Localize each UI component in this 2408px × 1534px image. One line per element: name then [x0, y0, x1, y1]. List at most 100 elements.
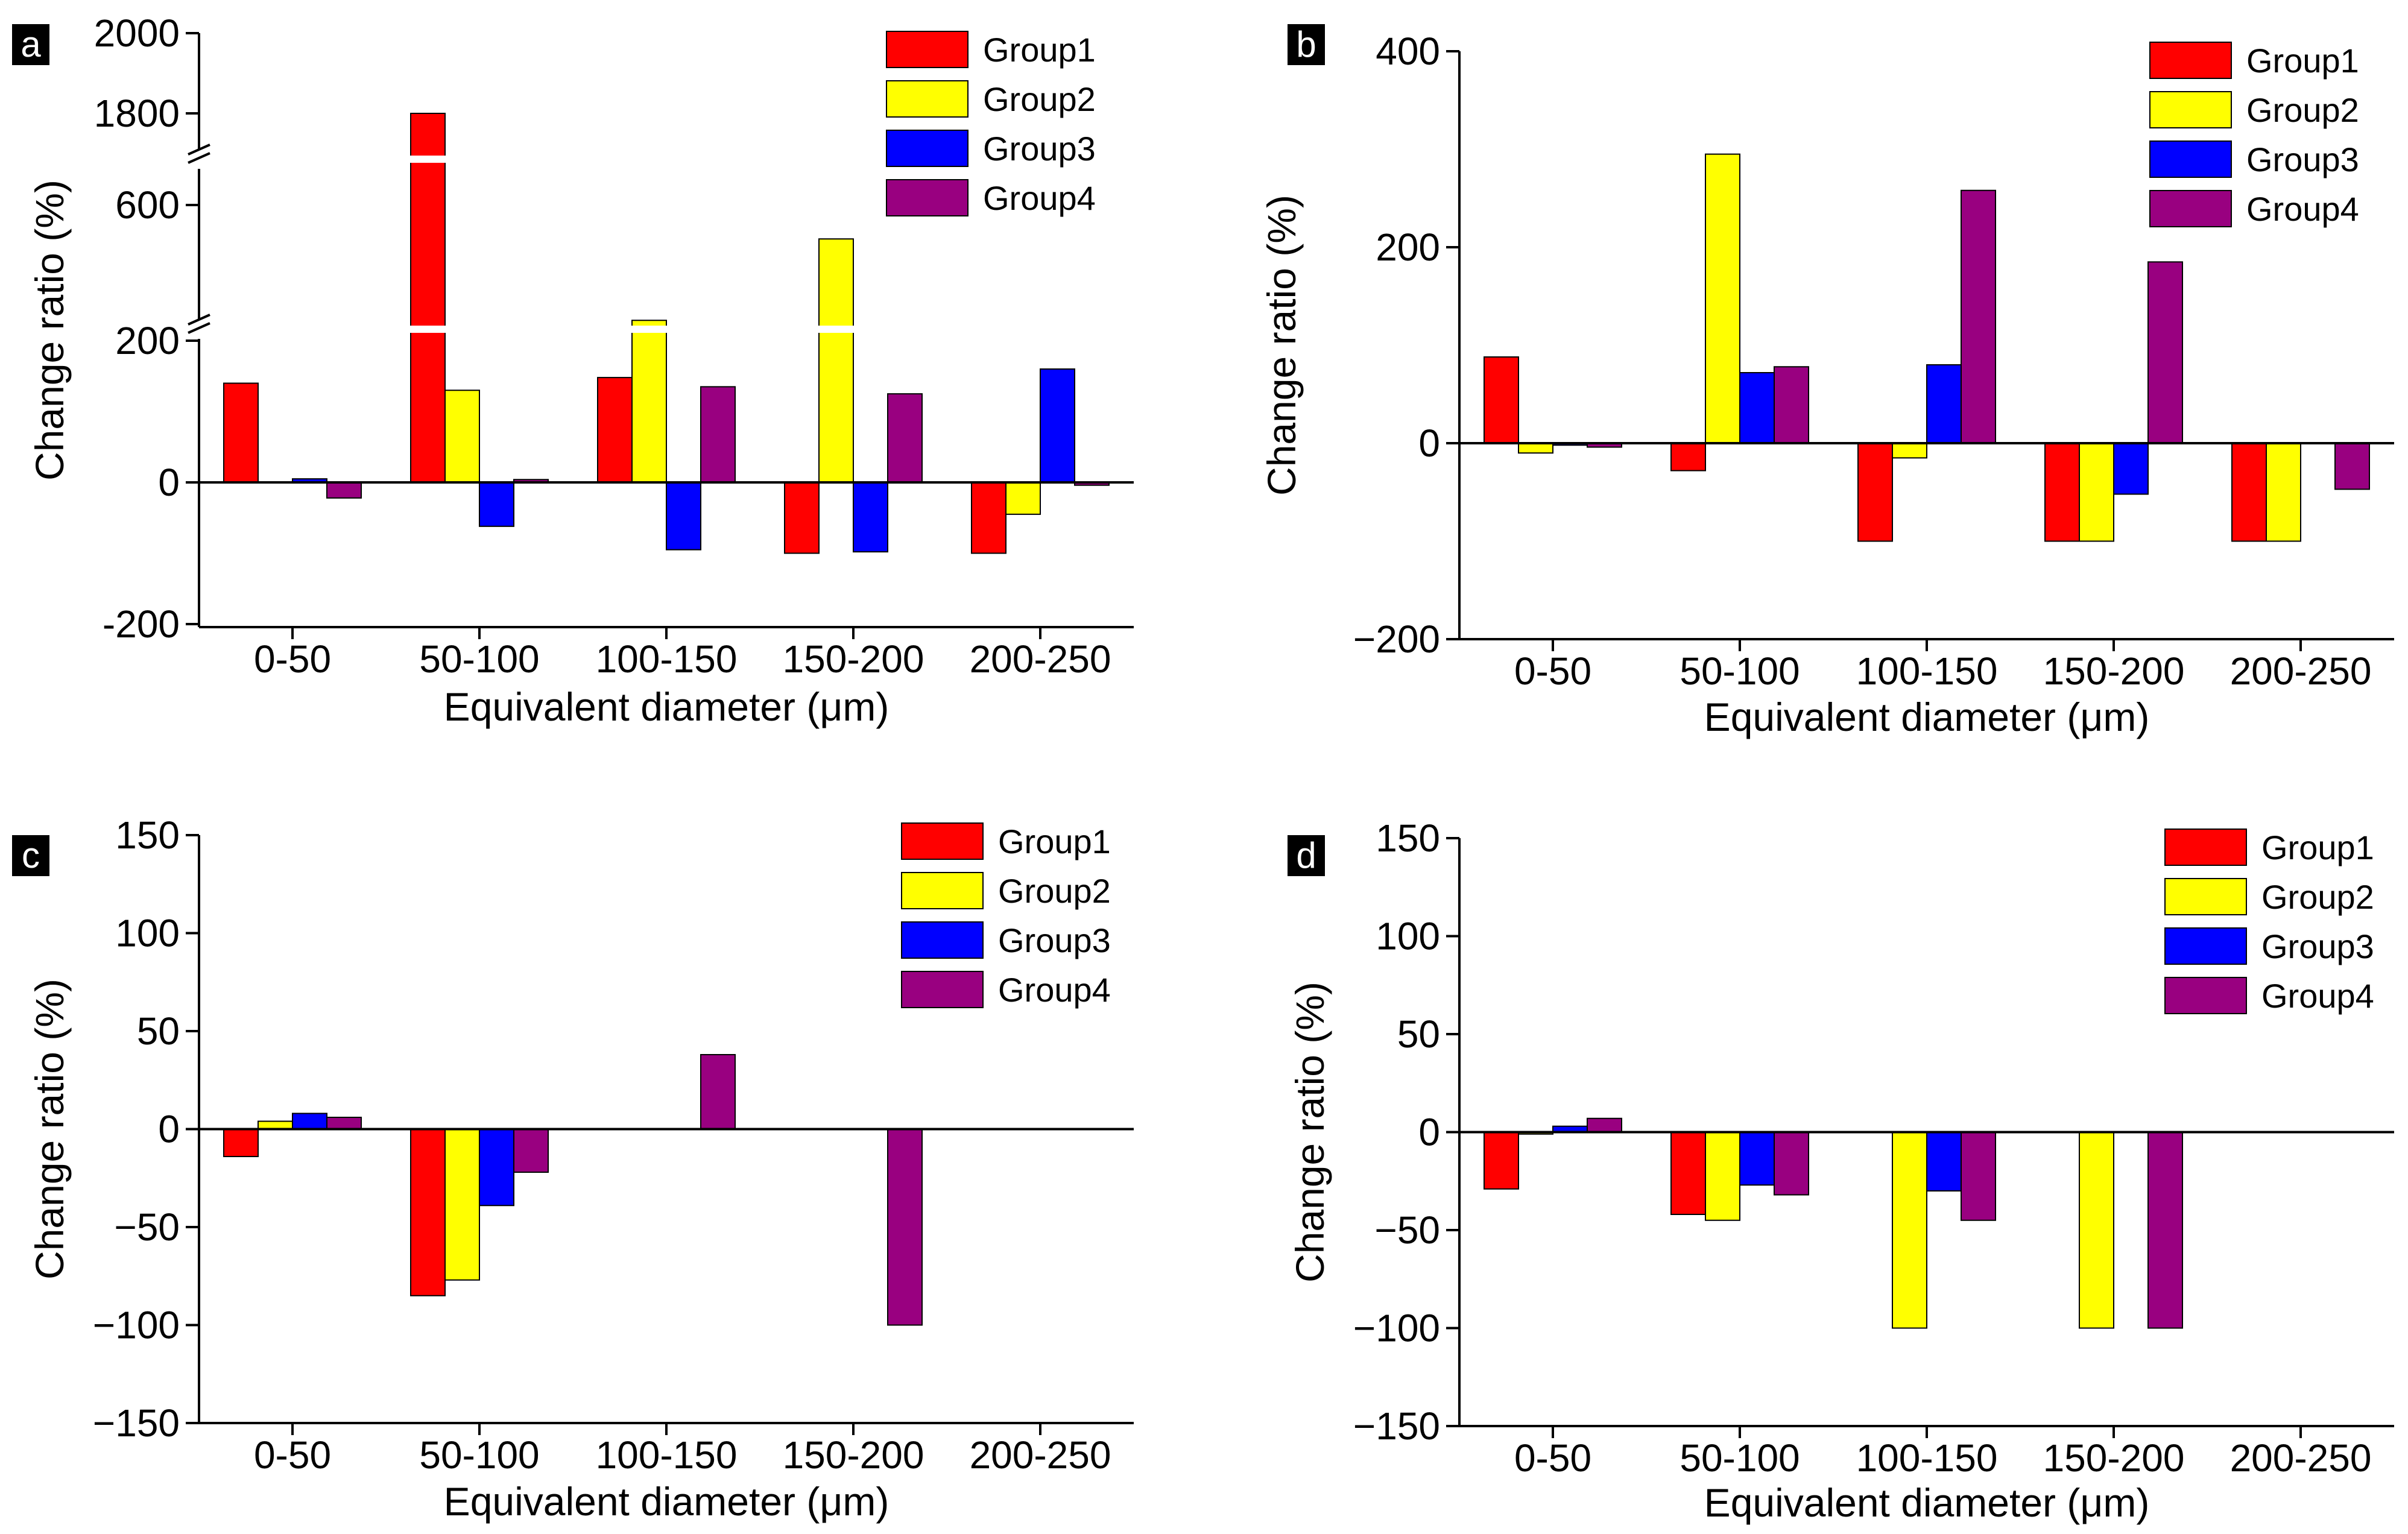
bar-group2-100-150: [631, 320, 667, 483]
panel-letter-badge: [1288, 835, 1325, 876]
panel-letter: c: [22, 835, 40, 876]
bar-group4-150-200: [887, 1128, 923, 1326]
legend-swatch-group1: [901, 822, 984, 860]
legend-label-group2: Group2: [983, 80, 1096, 118]
x-axis-title: Equivalent diameter (μm): [444, 1479, 890, 1524]
x-tick-label: 150-200: [2043, 649, 2185, 693]
x-tick-label: 0-50: [254, 637, 331, 681]
panel-letter-badge: [12, 835, 49, 876]
panel-a: a -200 0 200 600 1800 2000 0-50 50-100 100-150 150…: [12, 11, 1134, 729]
bar-group4-150-200: [2147, 261, 2183, 444]
bar-group4-100-150: [1961, 1131, 1996, 1221]
bar-group1-0-50: [1484, 1131, 1519, 1190]
bar-group3-50-100: [479, 482, 514, 527]
y-tick-label: 0: [158, 461, 180, 504]
bar-group4-0-50: [1587, 1117, 1622, 1133]
y-tick-label: 150: [115, 813, 180, 857]
x-tick-label: 0-50: [1514, 1436, 1591, 1480]
bar-group3-100-150: [1926, 1131, 1962, 1192]
bar-group1-0-50: [223, 1128, 259, 1157]
axis-break-mark: [188, 314, 210, 326]
bar-group4-50-100: [1774, 366, 1809, 444]
bar-group3-50-100: [1739, 1131, 1775, 1186]
x-tick-label: 150-200: [783, 1433, 924, 1477]
bar-group1-50-100: [1670, 1131, 1706, 1215]
bar-group3-150-200: [853, 482, 888, 553]
bar-group1-50-100: [410, 113, 446, 483]
bar-group4-0-50: [326, 482, 362, 499]
bar-group4-50-100: [1774, 1131, 1809, 1196]
legend-swatch-group3: [901, 921, 984, 959]
legend-swatch-group2: [2149, 91, 2232, 128]
bar-group1-200-250: [2231, 443, 2267, 542]
y-tick-label: −50: [114, 1205, 180, 1249]
legend-swatch-group4: [901, 971, 984, 1008]
legend-swatch-group1: [886, 31, 969, 68]
y-tick-label: 0: [158, 1108, 180, 1151]
bar-group4-100-150: [700, 1054, 736, 1130]
bar-group4-150-200: [2147, 1131, 2183, 1329]
bar-group4-100-150: [1961, 189, 1996, 444]
bar-group2-150-200: [2079, 443, 2114, 542]
axis-break-mark: [188, 152, 210, 164]
bar-group1-100-150: [597, 377, 633, 483]
legend-label-group1: Group1: [2246, 42, 2359, 80]
legend-swatch-group3: [886, 130, 969, 167]
bar-group2-100-150: [1892, 443, 1927, 459]
y-tick-label: −150: [93, 1401, 180, 1445]
panel-d: d −150 −100 −50 0 50 100 150 0-50 50-100 100-150 15…: [1288, 816, 2394, 1525]
bar-group2-50-100: [1705, 1131, 1740, 1221]
legend-swatch-group2: [886, 80, 969, 118]
x-axis-title: Equivalent diameter (μm): [1704, 1480, 2150, 1525]
x-tick-label: 100-150: [1856, 1436, 1998, 1480]
y-tick-label: 100: [115, 912, 180, 955]
legend-label-group3: Group3: [2246, 140, 2359, 178]
legend-label-group1: Group1: [983, 31, 1096, 69]
legend-swatch-group4: [886, 179, 969, 216]
legend-label-group4: Group4: [2246, 190, 2359, 228]
legend-swatch-group4: [2164, 977, 2247, 1014]
panel-letter: b: [1296, 24, 1316, 65]
y-tick-label: 150: [1376, 816, 1440, 860]
legend-label-group4: Group4: [998, 971, 1111, 1009]
y-axis-title: Change ratio (%): [1259, 195, 1304, 496]
bar-group4-50-100: [513, 1128, 549, 1173]
x-tick-label: 0-50: [254, 1433, 331, 1477]
x-axis-title: Equivalent diameter (μm): [444, 684, 890, 729]
bar-group1-150-200: [2044, 443, 2080, 542]
panel-letter-badge: [1288, 24, 1325, 65]
x-tick-label: 0-50: [1514, 649, 1591, 693]
legend-swatch-group1: [2164, 829, 2247, 866]
y-tick-label: 50: [137, 1009, 180, 1053]
bar-group2-0-50: [1518, 443, 1553, 454]
bar-group2-50-100: [1705, 153, 1740, 444]
bar-group2-150-200: [2079, 1131, 2114, 1329]
y-tick-label: −100: [93, 1304, 180, 1347]
legend-label-group3: Group3: [2261, 927, 2374, 965]
x-tick-label: 200-250: [970, 637, 1111, 681]
bar-group4-100-150: [700, 386, 736, 483]
axis-break-mark: [188, 322, 210, 334]
y-tick-label: 0: [1418, 421, 1440, 465]
bar-group1-100-150: [1857, 443, 1893, 542]
bar-group4-200-250: [2334, 443, 2370, 490]
x-tick-label: 50-100: [419, 637, 539, 681]
bar-group3-150-200: [2113, 443, 2149, 495]
y-tick-label: −200: [1353, 617, 1440, 661]
panel-letter: d: [1296, 835, 1316, 876]
y-tick-label: 50: [1397, 1012, 1440, 1056]
legend-swatch-group2: [2164, 878, 2247, 915]
panel-letter: a: [21, 24, 41, 65]
y-tick-label: 200: [1376, 226, 1440, 269]
bar-group1-150-200: [784, 482, 820, 554]
y-tick-label: 200: [115, 319, 180, 362]
bar-group2-50-100: [444, 1128, 480, 1281]
bar-group1-50-100: [410, 1128, 446, 1296]
y-tick-label: −150: [1353, 1404, 1440, 1448]
bar-group4-150-200: [887, 393, 923, 483]
x-tick-label: 100-150: [596, 637, 738, 681]
legend-label-group4: Group4: [2261, 977, 2374, 1015]
bar-group1-50-100: [1670, 443, 1706, 472]
legend-swatch-group3: [2164, 927, 2247, 965]
x-tick-label: 150-200: [2043, 1436, 2185, 1480]
